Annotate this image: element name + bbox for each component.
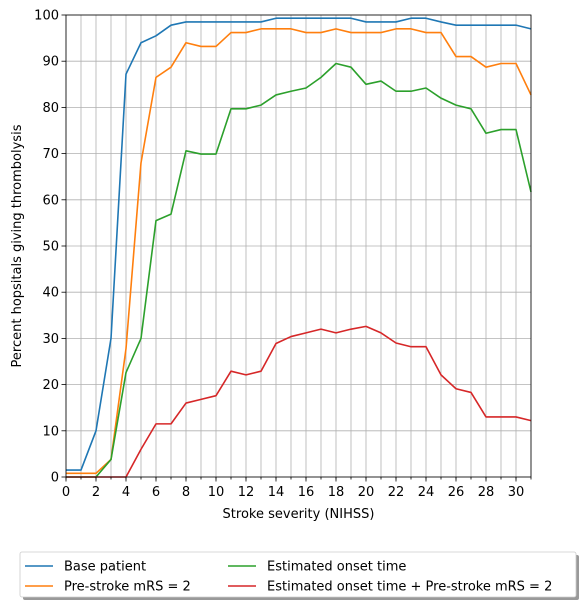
grid-lines <box>65 14 532 478</box>
legend-label-4: Estimated onset time + Pre-stroke mRS = … <box>267 580 552 595</box>
x-tick-label: 8 <box>182 485 190 500</box>
legend-label-1: Base patient <box>64 560 146 575</box>
x-tick-label: 26 <box>448 485 465 500</box>
y-tick-label: 80 <box>42 101 59 116</box>
series-line-3 <box>66 62 532 478</box>
y-tick-label: 30 <box>42 332 59 347</box>
x-tick-label: 0 <box>62 485 70 500</box>
x-tick-label: 14 <box>268 485 285 500</box>
y-tick-label: 100 <box>34 9 59 24</box>
x-tick-label: 2 <box>92 485 100 500</box>
x-tick-label: 12 <box>238 485 255 500</box>
x-tick-label: 20 <box>358 485 375 500</box>
y-tick-label: 50 <box>42 240 59 255</box>
legend-label-3: Estimated onset time <box>267 560 406 575</box>
y-axis-ticks: 0 10 20 30 40 50 60 70 80 90 100 <box>34 9 66 486</box>
x-axis-ticks: 0 2 4 6 8 10 12 14 16 18 20 22 24 26 28 30 <box>62 477 532 500</box>
series-line-1 <box>66 17 532 471</box>
y-tick-label: 20 <box>42 378 59 393</box>
x-tick-label: 10 <box>208 485 225 500</box>
series-line-4 <box>66 325 532 478</box>
y-tick-label: 90 <box>42 55 59 70</box>
y-tick-label: 60 <box>42 193 59 208</box>
x-tick-label: 6 <box>152 485 160 500</box>
legend-box <box>19 551 577 598</box>
x-tick-label: 28 <box>478 485 495 500</box>
x-tick-label: 18 <box>328 485 345 500</box>
y-axis-label: Percent hopsitals giving thrombolysis <box>10 124 25 367</box>
series-lines <box>66 17 532 478</box>
x-tick-label: 16 <box>298 485 315 500</box>
x-tick-label: 4 <box>122 485 130 500</box>
x-tick-label: 22 <box>388 485 405 500</box>
y-tick-label: 40 <box>42 286 59 301</box>
legend-label-2: Pre-stroke mRS = 2 <box>64 580 191 595</box>
legend: Base patient Pre-stroke mRS = 2 Estimated … <box>19 551 579 600</box>
series-line-2 <box>66 28 532 475</box>
x-tick-label: 30 <box>508 485 525 500</box>
x-tick-label: 24 <box>418 485 435 500</box>
y-tick-label: 70 <box>42 147 59 162</box>
y-tick-label: 10 <box>42 424 59 439</box>
y-tick-label: 0 <box>51 471 59 486</box>
x-axis-label: Stroke severity (NIHSS) <box>223 507 375 522</box>
